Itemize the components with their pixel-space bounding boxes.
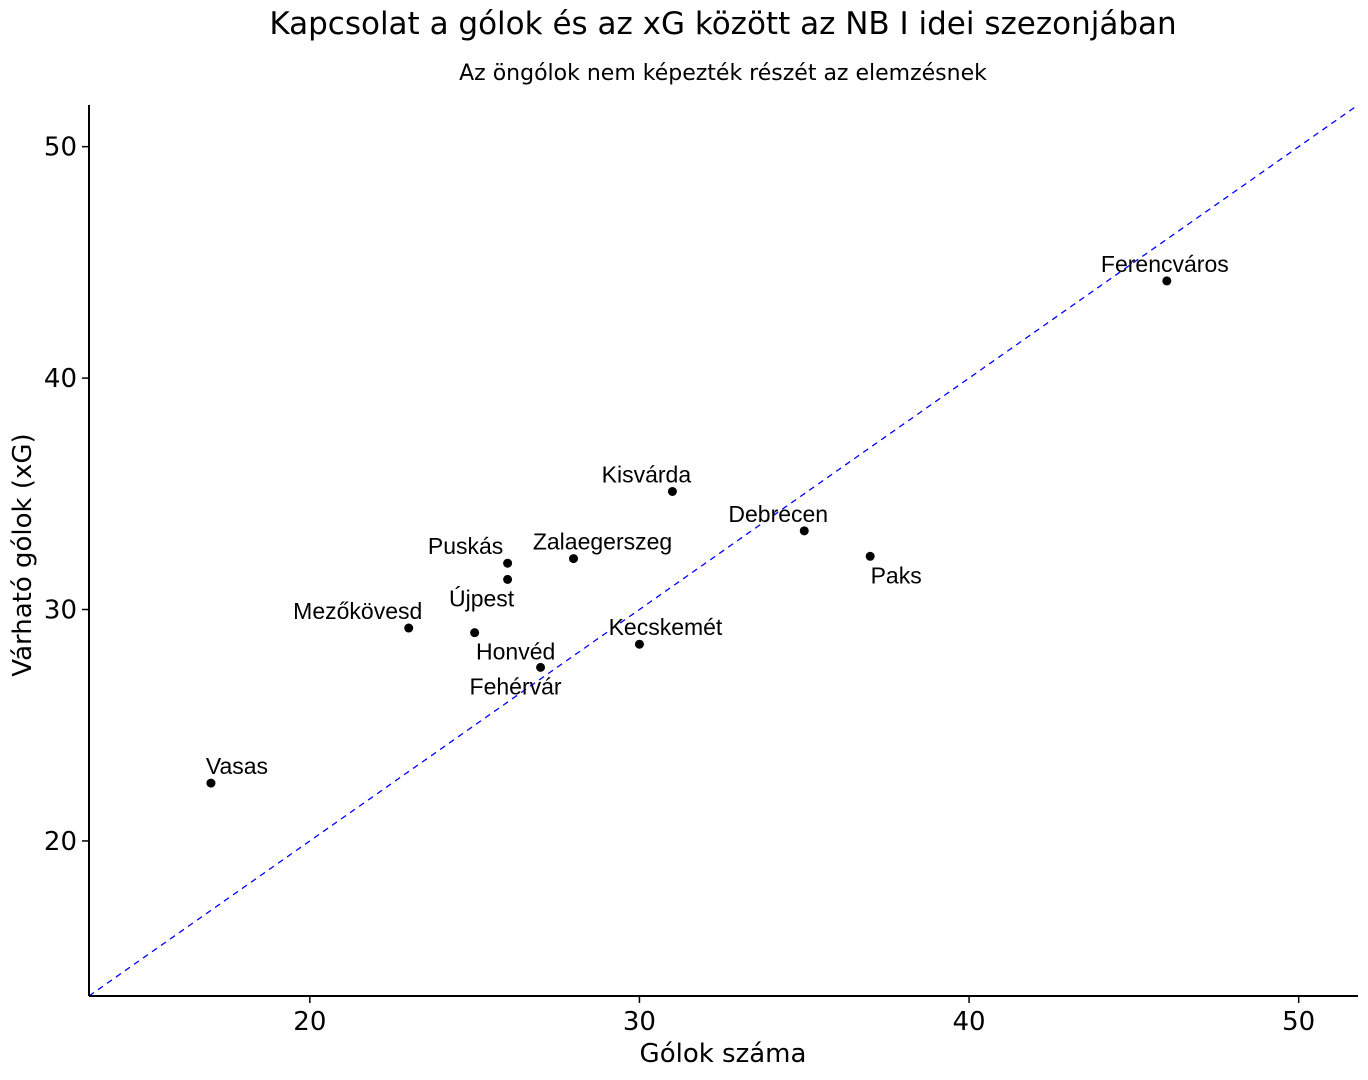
chart-title: Kapcsolat a gólok és az xG között az NB … xyxy=(269,6,1176,42)
data-point-label: Újpest xyxy=(449,585,515,611)
data-point xyxy=(206,778,216,788)
data-point xyxy=(865,551,875,561)
x-axis-label: Gólok száma xyxy=(640,1039,807,1069)
data-point xyxy=(503,574,513,584)
data-point-label: Puskás xyxy=(428,533,503,559)
reference-line xyxy=(88,104,1359,997)
x-tick-label: 20 xyxy=(293,1007,326,1037)
data-point-label: Zalaegerszeg xyxy=(533,529,672,555)
y-tick-label: 50 xyxy=(44,133,77,163)
x-tick-label: 50 xyxy=(1282,1007,1315,1037)
y-axis-label: Várható gólok (xG) xyxy=(8,433,38,676)
data-point-label: Vasas xyxy=(206,753,268,779)
data-point xyxy=(404,623,414,633)
y-tick-label: 20 xyxy=(44,827,77,857)
data-point xyxy=(799,526,809,536)
chart-subtitle: Az öngólok nem képezték részét az elemzé… xyxy=(459,61,987,86)
data-point-label: Mezőkövesd xyxy=(293,598,422,624)
data-point xyxy=(503,558,513,568)
y-tick-label: 40 xyxy=(44,364,77,394)
data-point xyxy=(1162,276,1172,286)
data-point xyxy=(536,662,546,672)
y-tick-label: 30 xyxy=(44,596,77,626)
data-point-label: Honvéd xyxy=(476,639,555,665)
data-point xyxy=(634,639,644,649)
data-point xyxy=(569,554,579,564)
data-point-label: Debrecen xyxy=(728,501,828,527)
x-tick-label: 40 xyxy=(953,1007,986,1037)
data-point-label: Fehérvár xyxy=(470,673,562,699)
data-point-label: Paks xyxy=(871,562,922,588)
data-point-label: Kisvárda xyxy=(602,461,692,487)
data-point xyxy=(470,628,480,638)
data-point xyxy=(667,486,677,496)
x-tick-label: 30 xyxy=(623,1007,656,1037)
data-point-label: Ferencváros xyxy=(1101,251,1229,277)
data-point-label: Kecskemét xyxy=(609,614,723,640)
